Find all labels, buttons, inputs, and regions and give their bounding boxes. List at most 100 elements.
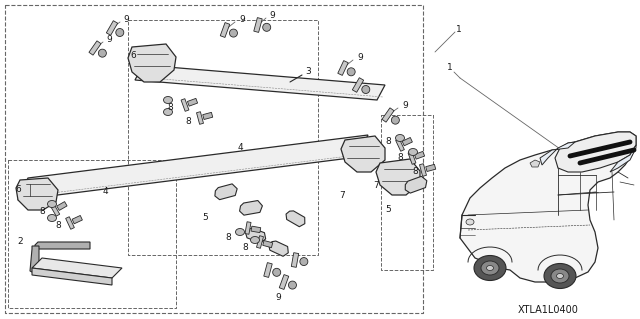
- Ellipse shape: [486, 265, 493, 271]
- Text: 8: 8: [385, 137, 391, 146]
- Polygon shape: [181, 99, 189, 111]
- Ellipse shape: [163, 97, 173, 103]
- Text: 9: 9: [402, 100, 408, 109]
- Polygon shape: [16, 178, 58, 210]
- Ellipse shape: [362, 85, 370, 93]
- Text: 6: 6: [15, 186, 21, 195]
- Ellipse shape: [544, 263, 576, 288]
- Ellipse shape: [47, 201, 56, 207]
- Polygon shape: [72, 215, 83, 224]
- Polygon shape: [279, 275, 289, 289]
- Polygon shape: [51, 204, 60, 216]
- Polygon shape: [376, 159, 420, 195]
- Polygon shape: [35, 242, 90, 249]
- Text: 9: 9: [123, 14, 129, 24]
- Ellipse shape: [116, 28, 124, 36]
- Polygon shape: [264, 263, 272, 278]
- Polygon shape: [128, 44, 176, 82]
- Polygon shape: [405, 176, 427, 193]
- Ellipse shape: [392, 116, 399, 124]
- Polygon shape: [239, 201, 262, 215]
- Text: 8: 8: [167, 102, 173, 112]
- Polygon shape: [338, 61, 348, 75]
- Ellipse shape: [481, 261, 499, 275]
- Text: 9: 9: [106, 34, 112, 43]
- Bar: [359, 160, 367, 167]
- Text: 7: 7: [339, 190, 345, 199]
- Bar: [33, 198, 41, 205]
- Polygon shape: [246, 228, 266, 243]
- Text: 9: 9: [275, 293, 281, 302]
- Polygon shape: [291, 253, 299, 267]
- Text: 4: 4: [237, 144, 243, 152]
- Ellipse shape: [474, 256, 506, 280]
- Polygon shape: [269, 241, 288, 256]
- Ellipse shape: [347, 68, 355, 76]
- Text: 9: 9: [357, 53, 363, 62]
- Bar: [147, 68, 156, 76]
- Text: 8: 8: [185, 117, 191, 127]
- Ellipse shape: [551, 269, 569, 283]
- Polygon shape: [18, 135, 368, 200]
- Ellipse shape: [273, 268, 281, 276]
- Text: 5: 5: [202, 213, 208, 222]
- Text: 6: 6: [130, 50, 136, 60]
- Ellipse shape: [557, 273, 563, 278]
- Ellipse shape: [250, 236, 259, 243]
- Ellipse shape: [262, 23, 271, 31]
- Ellipse shape: [289, 281, 296, 289]
- Polygon shape: [341, 136, 385, 172]
- Polygon shape: [32, 258, 122, 278]
- Polygon shape: [203, 112, 212, 120]
- Polygon shape: [408, 152, 416, 164]
- Ellipse shape: [236, 228, 244, 235]
- Polygon shape: [188, 98, 198, 106]
- Text: 5: 5: [385, 205, 391, 214]
- Polygon shape: [263, 241, 273, 248]
- Polygon shape: [419, 164, 426, 176]
- Ellipse shape: [300, 257, 308, 265]
- Polygon shape: [415, 152, 424, 159]
- Polygon shape: [215, 184, 237, 200]
- Text: 7: 7: [373, 181, 379, 189]
- Text: 9: 9: [269, 11, 275, 19]
- Bar: [394, 183, 402, 190]
- Polygon shape: [460, 132, 636, 282]
- Ellipse shape: [408, 149, 417, 155]
- Polygon shape: [286, 211, 305, 227]
- Text: 8: 8: [242, 243, 248, 253]
- Text: 2: 2: [17, 238, 23, 247]
- Ellipse shape: [396, 135, 404, 142]
- Text: 8: 8: [39, 207, 45, 217]
- Ellipse shape: [163, 108, 173, 115]
- Ellipse shape: [466, 219, 474, 225]
- Text: 8: 8: [55, 220, 61, 229]
- Polygon shape: [245, 222, 251, 234]
- Polygon shape: [402, 137, 412, 146]
- Text: 8: 8: [225, 234, 231, 242]
- Text: XTLA1L0400: XTLA1L0400: [518, 305, 579, 315]
- Polygon shape: [540, 142, 575, 165]
- Polygon shape: [610, 145, 636, 172]
- Polygon shape: [251, 226, 260, 233]
- Polygon shape: [30, 246, 39, 273]
- Polygon shape: [353, 78, 364, 92]
- Polygon shape: [382, 108, 394, 122]
- Text: 4: 4: [102, 188, 108, 197]
- Text: 8: 8: [412, 167, 418, 176]
- Ellipse shape: [230, 29, 237, 37]
- Polygon shape: [66, 217, 74, 229]
- Text: 3: 3: [305, 68, 311, 77]
- Polygon shape: [220, 23, 230, 37]
- Polygon shape: [530, 160, 540, 167]
- Polygon shape: [426, 164, 436, 172]
- Text: 9: 9: [239, 14, 245, 24]
- Ellipse shape: [99, 49, 106, 57]
- Polygon shape: [106, 21, 118, 35]
- Polygon shape: [254, 18, 262, 33]
- Polygon shape: [32, 268, 112, 285]
- Polygon shape: [555, 132, 636, 172]
- Polygon shape: [135, 65, 385, 100]
- Polygon shape: [257, 236, 264, 248]
- Polygon shape: [196, 112, 204, 124]
